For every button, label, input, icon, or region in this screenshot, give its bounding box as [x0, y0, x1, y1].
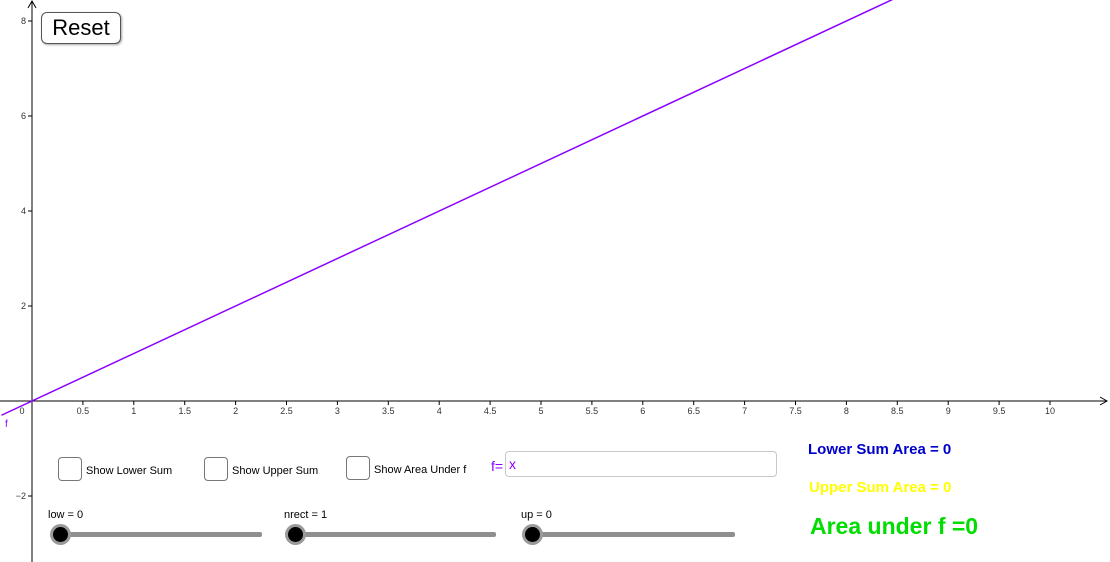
- function-input[interactable]: [505, 451, 777, 477]
- x-tick-label: 2.5: [280, 406, 293, 416]
- show-lower-sum-label: Show Lower Sum: [86, 465, 173, 477]
- reset-button[interactable]: Reset: [41, 12, 121, 44]
- y-tick-label: 4: [21, 206, 26, 216]
- low-slider-knob[interactable]: [53, 527, 68, 542]
- nrect-slider-knob[interactable]: [288, 527, 303, 542]
- up-slider-knob[interactable]: [525, 527, 540, 542]
- x-tick-label: 7.5: [789, 406, 802, 416]
- show-lower-sum-checkbox[interactable]: [58, 457, 82, 481]
- x-tick-label: 9: [946, 406, 951, 416]
- function-input-label: f=: [491, 458, 504, 474]
- upper-sum-area-text: Upper Sum Area = 0: [809, 479, 952, 496]
- nrect-slider-track[interactable]: [288, 532, 496, 537]
- x-tick-label: 3: [335, 406, 340, 416]
- x-tick-label: 4.5: [484, 406, 497, 416]
- x-tick-label: 8.5: [891, 406, 904, 416]
- function-line[interactable]: [1, 0, 907, 416]
- x-axis-arrow: [1099, 396, 1109, 406]
- y-tick-label: −2: [16, 491, 26, 501]
- x-tick-label: 1: [131, 406, 136, 416]
- show-upper-sum-checkbox-group[interactable]: Show Upper Sum: [204, 457, 318, 481]
- show-lower-sum-checkbox-group[interactable]: Show Lower Sum: [58, 457, 172, 481]
- low-slider-label: low = 0: [48, 509, 84, 521]
- y-tick-label: 8: [21, 16, 26, 26]
- show-area-label: Show Area Under f: [374, 464, 467, 476]
- x-tick-label: 5: [538, 406, 543, 416]
- low-slider-track[interactable]: [53, 532, 262, 537]
- x-tick-label: 10: [1045, 406, 1055, 416]
- y-axis-arrow: [27, 0, 37, 9]
- x-tick-label: 7: [742, 406, 747, 416]
- x-tick-label: 4: [437, 406, 442, 416]
- show-area-checkbox[interactable]: [346, 456, 370, 480]
- function-label: f: [5, 419, 8, 430]
- show-upper-sum-checkbox[interactable]: [204, 457, 228, 481]
- up-slider-track[interactable]: [525, 532, 735, 537]
- y-tick-label: 2: [21, 301, 26, 311]
- y-tick-label: 6: [21, 111, 26, 121]
- area-under-f-text: Area under f =0: [810, 513, 979, 539]
- x-tick-label: 8: [844, 406, 849, 416]
- x-tick-label: 5.5: [586, 406, 599, 416]
- lower-sum-area-text: Lower Sum Area = 0: [808, 441, 952, 458]
- show-area-checkbox-group[interactable]: Show Area Under f: [346, 456, 466, 480]
- x-tick-label: 0.5: [77, 406, 90, 416]
- up-slider-label: up = 0: [521, 509, 552, 521]
- show-upper-sum-label: Show Upper Sum: [232, 465, 319, 477]
- x-tick-label: 1.5: [178, 406, 191, 416]
- axis-ticks: 0.5 1 1.5 2 2.5 3 3.5 4 4.5 5 5.5 6 6.5 7 7.5 8 8.5 9 9.5 1…: [16, 16, 1055, 501]
- x-tick-label: 6: [640, 406, 645, 416]
- nrect-slider-label: nrect = 1: [284, 509, 328, 521]
- origin-label: 0: [19, 406, 24, 416]
- x-tick-label: 3.5: [382, 406, 395, 416]
- x-tick-label: 6.5: [687, 406, 700, 416]
- x-tick-label: 2: [233, 406, 238, 416]
- x-tick-label: 9.5: [993, 406, 1006, 416]
